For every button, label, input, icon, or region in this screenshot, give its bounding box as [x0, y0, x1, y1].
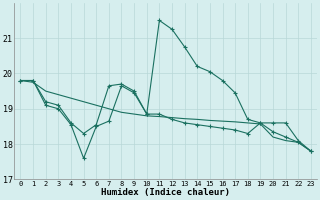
X-axis label: Humidex (Indice chaleur): Humidex (Indice chaleur): [101, 188, 230, 197]
